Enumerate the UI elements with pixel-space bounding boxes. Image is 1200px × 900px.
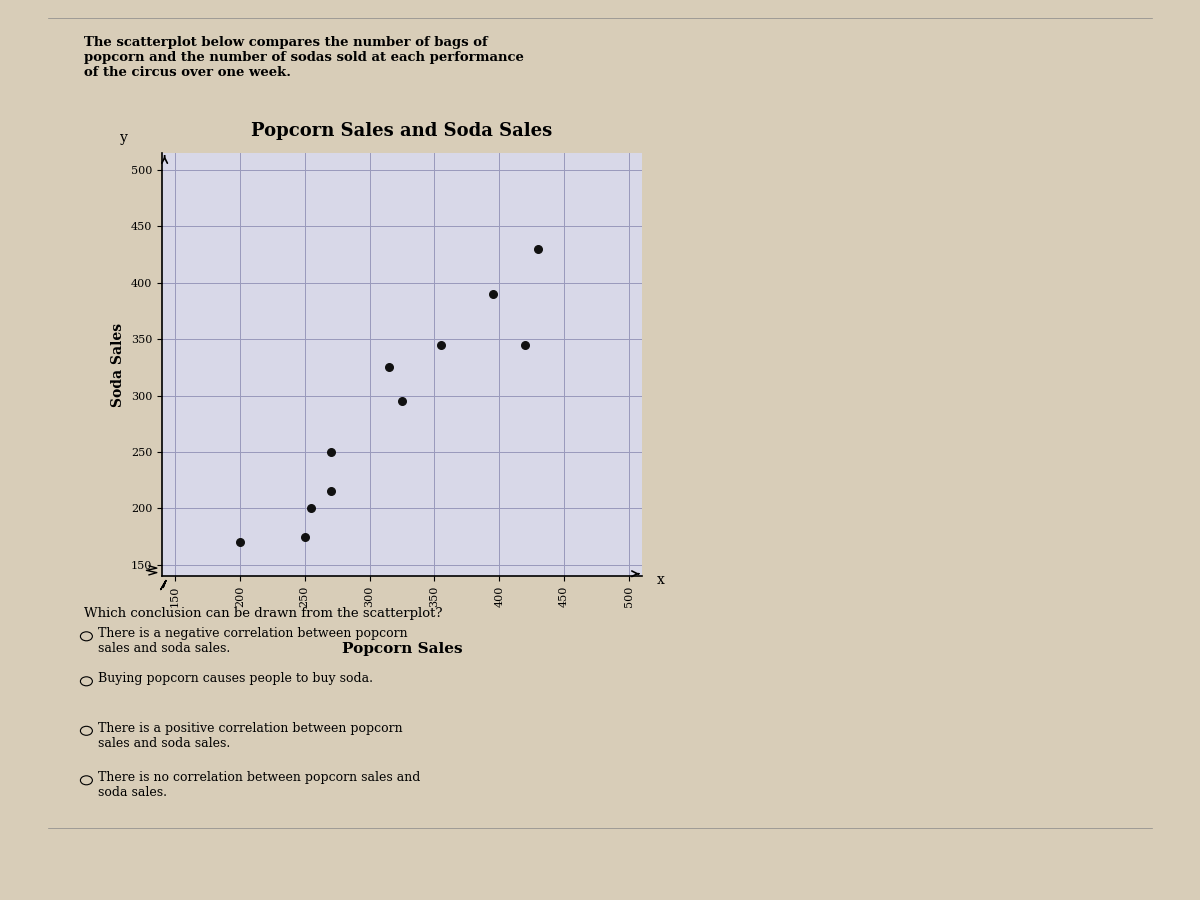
Text: y: y	[120, 130, 127, 145]
Point	[516, 338, 535, 352]
Text: Popcorn Sales and Soda Sales: Popcorn Sales and Soda Sales	[251, 122, 553, 140]
Text: Buying popcorn causes people to buy soda.: Buying popcorn causes people to buy soda…	[98, 672, 373, 685]
Point	[484, 287, 503, 302]
Point	[431, 338, 450, 352]
Point	[529, 242, 548, 256]
Point	[322, 445, 341, 459]
Text: Which conclusion can be drawn from the scatterplot?: Which conclusion can be drawn from the s…	[84, 608, 443, 620]
Point	[392, 394, 412, 409]
Text: There is a negative correlation between popcorn
sales and soda sales.: There is a negative correlation between …	[98, 627, 408, 655]
Point	[230, 535, 250, 549]
Point	[301, 501, 320, 516]
Point	[322, 484, 341, 499]
Text: There is no correlation between popcorn sales and
soda sales.: There is no correlation between popcorn …	[98, 771, 421, 799]
Text: The scatterplot below compares the number of bags of
popcorn and the number of s: The scatterplot below compares the numbe…	[84, 36, 524, 79]
Text: x: x	[656, 573, 665, 587]
Point	[295, 529, 314, 544]
Y-axis label: Soda Sales: Soda Sales	[112, 322, 125, 407]
Point	[379, 360, 398, 374]
Text: There is a positive correlation between popcorn
sales and soda sales.: There is a positive correlation between …	[98, 722, 403, 750]
X-axis label: Popcorn Sales: Popcorn Sales	[342, 642, 462, 656]
